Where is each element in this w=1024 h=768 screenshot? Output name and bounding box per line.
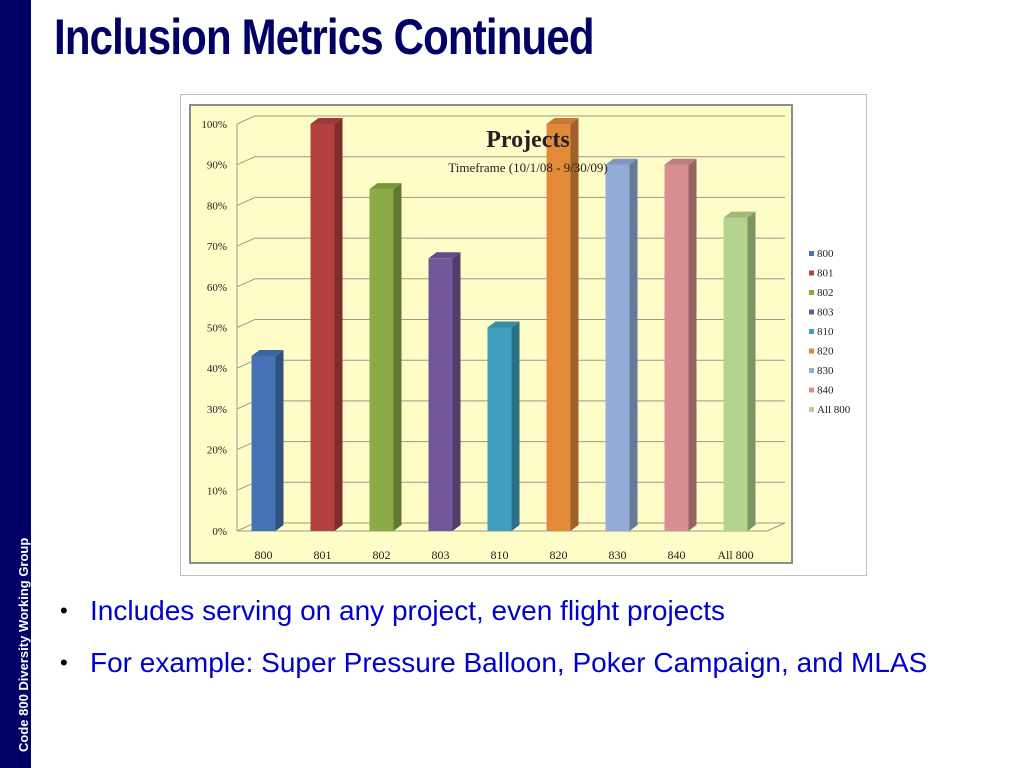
bar-820 bbox=[546, 124, 571, 531]
chart-subtitle: Timeframe (10/1/08 - 9/30/09) bbox=[448, 160, 607, 175]
bar-side bbox=[334, 118, 343, 531]
legend-swatch bbox=[809, 290, 814, 295]
legend-label: 810 bbox=[817, 326, 834, 338]
y-tick-label: 80% bbox=[207, 200, 227, 212]
bar-top bbox=[546, 118, 579, 124]
legend-label: 803 bbox=[817, 307, 834, 319]
bullet-item: • For example: Super Pressure Balloon, P… bbox=[60, 646, 960, 679]
bar-top bbox=[723, 211, 756, 218]
bar-side bbox=[570, 118, 579, 531]
legend-label: 802 bbox=[817, 287, 834, 299]
bar-top bbox=[664, 158, 697, 165]
floor-edge bbox=[766, 522, 786, 532]
bar-side bbox=[393, 183, 402, 531]
legend-swatch bbox=[809, 251, 814, 256]
bar-top bbox=[310, 118, 343, 124]
bullet-dot-icon: • bbox=[60, 650, 68, 675]
y-tick-label: 100% bbox=[201, 119, 227, 131]
x-tick-label: 802 bbox=[373, 548, 391, 562]
bar-side bbox=[629, 158, 638, 531]
sidebar-band bbox=[0, 0, 31, 768]
bar-top bbox=[487, 321, 520, 328]
x-tick-label: 810 bbox=[491, 548, 509, 562]
chart-title: Projects bbox=[486, 127, 570, 153]
bullet-text: For example: Super Pressure Balloon, Pok… bbox=[90, 647, 928, 678]
bullet-dot-icon: • bbox=[60, 598, 68, 623]
gridline-diagonal bbox=[236, 278, 256, 288]
bar-800 bbox=[251, 355, 276, 531]
x-tick-label: 800 bbox=[255, 548, 273, 562]
gridline-diagonal bbox=[236, 237, 256, 247]
y-tick-label: 30% bbox=[207, 404, 227, 416]
legend-label: 830 bbox=[817, 365, 834, 377]
bar-side bbox=[275, 349, 284, 531]
bar-801 bbox=[310, 124, 335, 531]
sidebar-label: Code 800 Diversity Working Group bbox=[16, 537, 31, 752]
legend-label: All 800 bbox=[817, 404, 851, 416]
bar-810 bbox=[487, 327, 512, 531]
legend-label: 801 bbox=[817, 268, 834, 280]
gridline-diagonal bbox=[236, 156, 256, 166]
bar-840 bbox=[664, 164, 689, 531]
bar-803 bbox=[428, 258, 453, 531]
bar-802 bbox=[369, 189, 394, 531]
bullet-item: • Includes serving on any project, even … bbox=[60, 594, 960, 627]
gridline-diagonal bbox=[236, 319, 256, 328]
gridline-diagonal bbox=[236, 115, 256, 125]
y-tick-label: 50% bbox=[207, 323, 227, 335]
legend-swatch bbox=[809, 270, 814, 276]
x-tick-label: All 800 bbox=[717, 548, 753, 562]
y-tick-label: 60% bbox=[207, 282, 227, 294]
legend-label: 800 bbox=[817, 248, 834, 260]
bullet-list: • Includes serving on any project, even … bbox=[60, 594, 960, 698]
bar-top bbox=[251, 349, 284, 356]
x-tick-label: 830 bbox=[609, 548, 627, 562]
gridline-diagonal bbox=[236, 196, 256, 206]
legend-swatch bbox=[809, 368, 814, 373]
bar-side bbox=[688, 158, 697, 531]
bar-top bbox=[369, 183, 402, 190]
bar-top bbox=[428, 252, 461, 259]
legend-swatch bbox=[809, 407, 814, 412]
x-tick-label: 801 bbox=[314, 548, 332, 562]
bar-side bbox=[452, 252, 461, 531]
bar-side bbox=[747, 211, 756, 532]
bar-830 bbox=[605, 164, 630, 531]
chart-container: 0% 10% 20% 30% 40% 50% 60% 70% 80% 90% 100% 800 801 8… bbox=[180, 94, 867, 576]
y-tick-label: 40% bbox=[207, 363, 227, 375]
y-tick-label: 10% bbox=[207, 485, 227, 497]
y-tick-label: 20% bbox=[207, 445, 227, 457]
legend-swatch bbox=[809, 309, 814, 315]
bar-top bbox=[605, 158, 638, 165]
bar-side bbox=[511, 321, 520, 531]
legend-label: 840 bbox=[817, 385, 834, 397]
x-tick-label: 820 bbox=[550, 548, 568, 562]
y-tick-label: 90% bbox=[207, 160, 227, 172]
legend-label: 820 bbox=[817, 346, 834, 358]
legend-swatch bbox=[809, 348, 814, 354]
x-tick-label: 840 bbox=[668, 548, 686, 562]
legend-swatch bbox=[809, 329, 814, 334]
slide-title: Inclusion Metrics Continued bbox=[54, 9, 595, 65]
bar-chart: 0% 10% 20% 30% 40% 50% 60% 70% 80% 90% 100% 800 801 8… bbox=[189, 104, 851, 564]
y-tick-label: 0% bbox=[212, 526, 227, 538]
bar-all-800 bbox=[723, 217, 748, 532]
legend-swatch bbox=[809, 387, 814, 393]
bullet-text: Includes serving on any project, even fl… bbox=[90, 595, 726, 626]
x-tick-label: 803 bbox=[432, 548, 450, 562]
y-tick-label: 70% bbox=[207, 241, 227, 253]
